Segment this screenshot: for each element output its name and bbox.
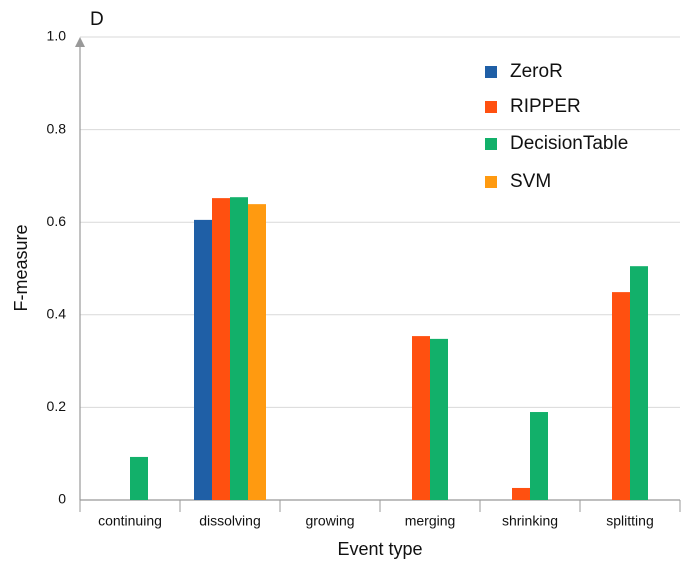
bar xyxy=(194,219,212,500)
x-tick-label: dissolving xyxy=(199,513,260,529)
x-axis-label: Event type xyxy=(337,539,422,559)
bar xyxy=(230,197,248,500)
bar xyxy=(512,487,530,500)
y-axis-label: F-measure xyxy=(11,224,31,311)
legend-swatch xyxy=(485,66,497,78)
x-tick-label: splitting xyxy=(606,513,653,529)
legend-label: SVM xyxy=(510,171,551,192)
legend-swatch xyxy=(485,101,497,113)
bar xyxy=(248,204,266,500)
panel-label: D xyxy=(90,9,104,30)
bar xyxy=(130,456,148,500)
y-tick-label: 0.6 xyxy=(47,213,67,229)
bar xyxy=(412,336,430,500)
bar xyxy=(530,412,548,500)
bar xyxy=(630,266,648,500)
bar xyxy=(612,292,630,500)
y-tick-label: 0.4 xyxy=(47,306,67,322)
legend-swatch xyxy=(485,176,497,188)
legend-label: DecisionTable xyxy=(510,133,628,154)
bar xyxy=(212,198,230,500)
legend-label: ZeroR xyxy=(510,61,563,82)
y-tick-label: 0.8 xyxy=(47,120,67,136)
y-tick-label: 0.2 xyxy=(47,398,67,414)
y-tick-label: 1.0 xyxy=(47,28,67,44)
y-tick-label: 0 xyxy=(58,491,66,507)
bar xyxy=(430,338,448,500)
x-tick-label: merging xyxy=(405,513,456,529)
y-axis-arrow xyxy=(75,37,85,47)
legend-swatch xyxy=(485,138,497,150)
x-tick-label: growing xyxy=(305,513,354,529)
legend-label: RIPPER xyxy=(510,96,581,117)
x-tick-label: shrinking xyxy=(502,513,558,529)
x-tick-label: continuing xyxy=(98,513,162,529)
